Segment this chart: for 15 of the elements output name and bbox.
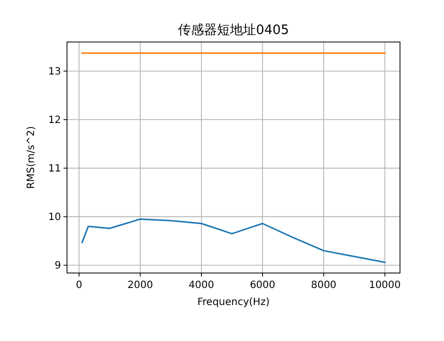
line-series [81,218,386,264]
y-axis-title: RMS(m/s^2) [26,126,37,189]
x-axis-title: Frequency(Hz) [197,297,270,308]
x-tick-label: 2000 [128,280,153,291]
x-tick-label: 8000 [310,280,336,291]
x-tick-label: 0 [76,280,82,291]
chart-title: 传感器短地址0405 [178,23,290,38]
y-tick-label: 11 [48,164,61,175]
y-tick-label: 10 [48,212,61,224]
x-tick-label: 10000 [368,280,401,291]
x-tick-label: 6000 [250,280,276,291]
x-tick-label: 4000 [188,280,214,291]
y-tick-label: 9 [54,260,61,272]
y-tick-label: 12 [48,115,61,126]
y-tick-label: 13 [48,66,61,78]
